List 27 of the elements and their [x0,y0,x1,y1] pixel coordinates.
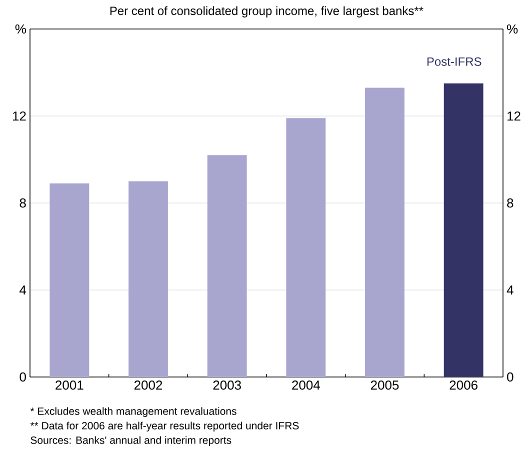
y-tick-label: 4 [20,286,26,294]
annotation: Post-IFRS [427,57,482,66]
y-tick-label: 8 [20,198,26,208]
bar [50,183,90,377]
x-tick-label: 2005 [370,380,399,390]
y2-tick-label: 0 [507,372,514,382]
x-tick-label: 2001 [56,380,84,390]
y-tick-label: 0 [20,372,26,382]
y2-tick-label: 8 [507,198,514,208]
bar [365,88,404,377]
y2-tick-label: 12 [508,111,520,121]
bar [207,155,247,377]
y-tick-label: 12 [12,111,26,121]
bar [128,181,168,377]
bar [286,118,326,377]
y2-axis-title: % [507,24,518,34]
x-tick-label: 2003 [213,380,241,390]
y-axis-title: % [15,24,26,34]
text: * Excludes wealth management revaluations [30,407,236,417]
y2-tick-label: 4 [506,286,514,294]
x-tick-label: 2006 [450,380,478,390]
x-tick-label: 2002 [134,380,162,390]
bar [444,83,484,377]
chart-subtitle: Per cent of consolidated group income, five largest banks** [110,6,424,18]
text: ** Data for 2006 are half-year results reported under IFRS [30,422,299,432]
x-tick-label: 2004 [292,380,320,390]
source-note: Sources: Banks' annual and interim reports [30,436,232,446]
